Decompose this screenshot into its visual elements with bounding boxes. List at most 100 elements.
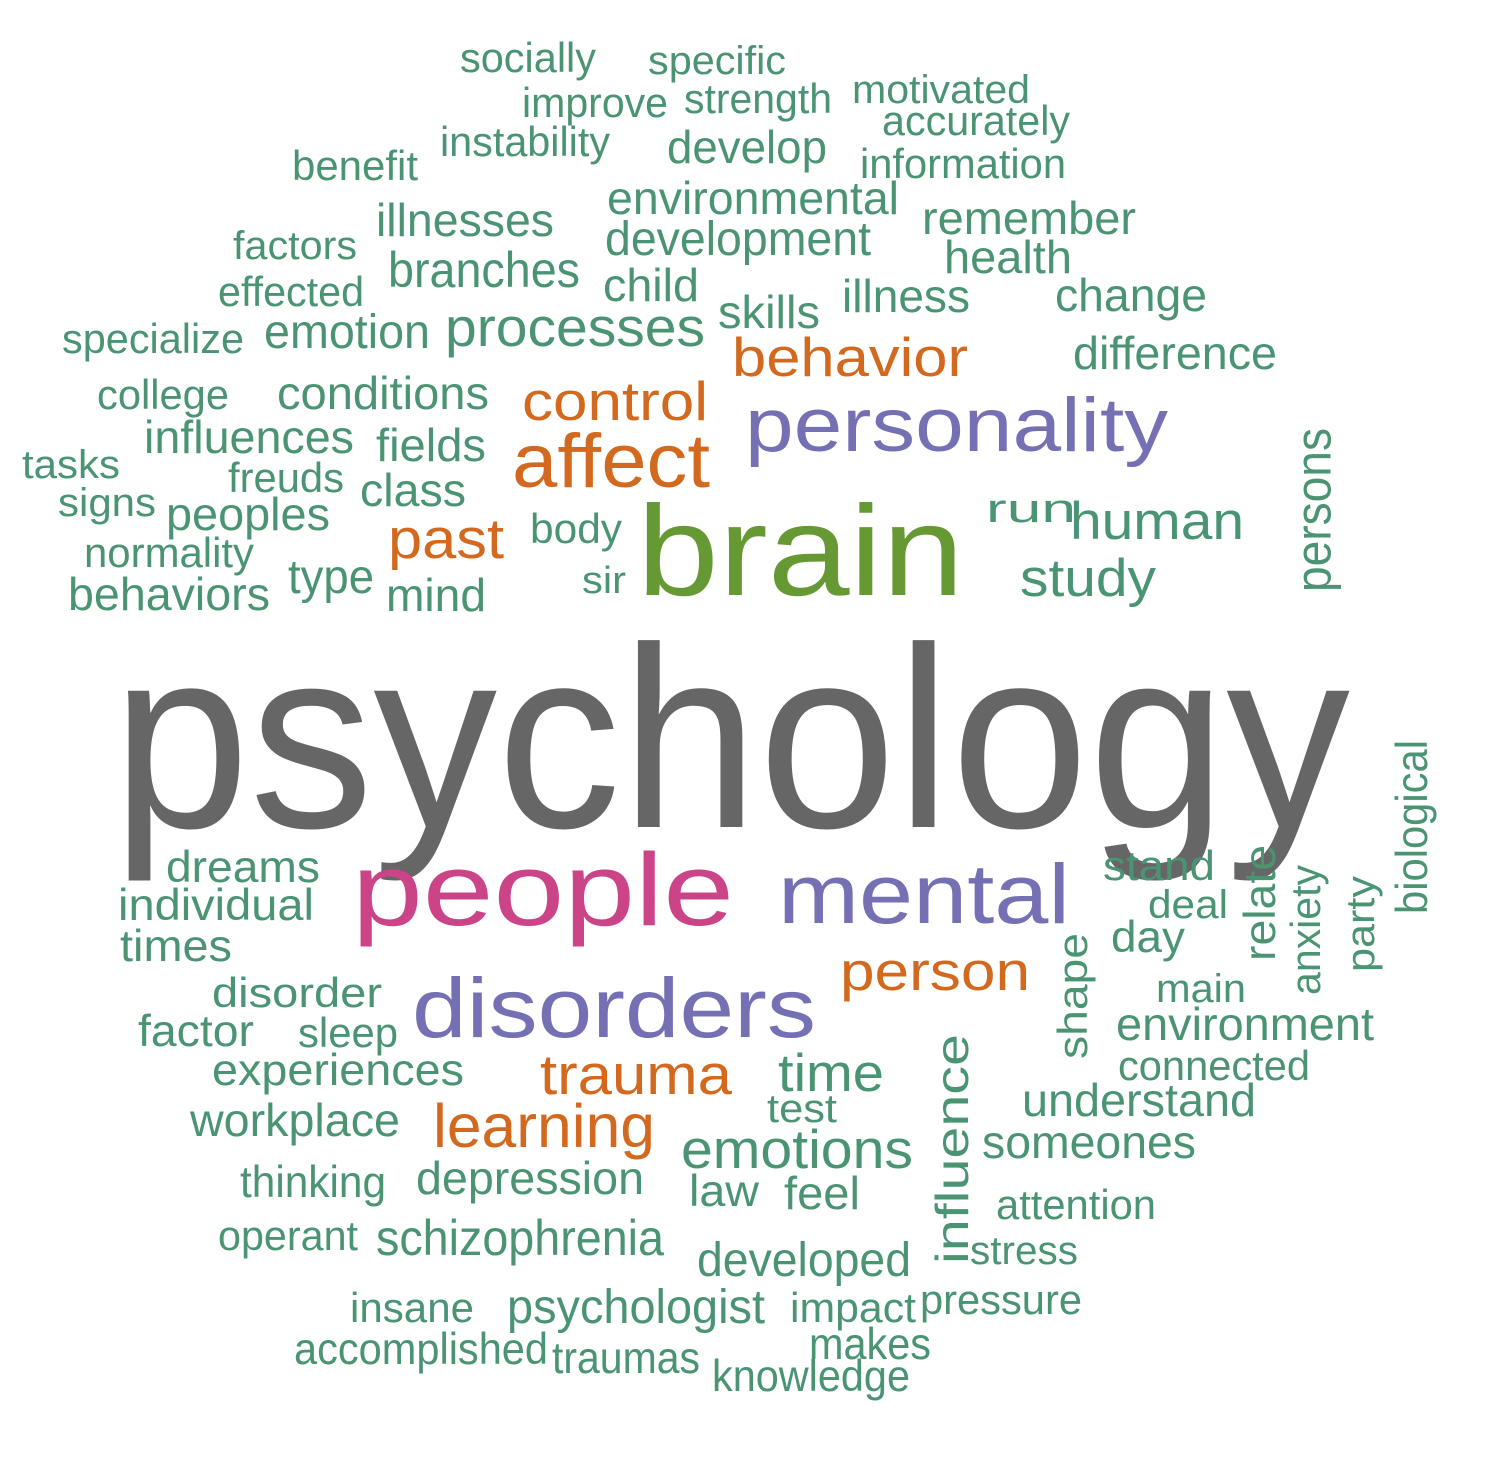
word-signs: signs	[58, 481, 157, 525]
word-environment: environment	[1116, 998, 1374, 1050]
word-information: information	[860, 140, 1067, 187]
word-college: college	[97, 371, 230, 418]
word-development: development	[605, 212, 871, 266]
word-improve: improve	[522, 79, 669, 126]
word-times: times	[120, 922, 232, 971]
word-freuds: freuds	[228, 454, 345, 501]
word-health: health	[944, 231, 1072, 283]
word-law: law	[689, 1167, 760, 1216]
word-change: change	[1055, 269, 1207, 321]
word-specific: specific	[648, 39, 787, 83]
word-sleep: sleep	[298, 1009, 398, 1056]
word-motivated: motivated	[852, 68, 1031, 112]
word-test: test	[767, 1087, 837, 1131]
word-branches: branches	[388, 241, 580, 298]
word-fields: fields	[376, 419, 486, 471]
word-child: child	[603, 259, 699, 311]
word-schizophrenia: schizophrenia	[376, 1209, 665, 1266]
word-conditions: conditions	[277, 367, 490, 419]
word-psychology: psychology	[112, 594, 1350, 882]
word-accurately: accurately	[882, 97, 1071, 144]
word-thinking: thinking	[240, 1158, 387, 1207]
word-affect: affect	[512, 419, 711, 504]
word-someones: someones	[982, 1116, 1196, 1168]
word-relate: relate	[1235, 845, 1285, 961]
word-feel: feel	[784, 1167, 861, 1219]
word-understand: understand	[1022, 1074, 1256, 1126]
word-behaviors: behaviors	[68, 568, 270, 620]
word-specialize: specialize	[62, 315, 244, 362]
word-run: run	[986, 487, 1077, 531]
word-operant: operant	[218, 1212, 358, 1259]
word-stand: stand	[1103, 842, 1215, 889]
word-connected: connected	[1118, 1042, 1310, 1089]
word-individual: individual	[118, 881, 314, 930]
word-study: study	[1020, 549, 1156, 608]
word-human: human	[1070, 492, 1245, 551]
word-time: time	[778, 1044, 885, 1103]
word-tasks: tasks	[22, 443, 120, 487]
word-pressure: pressure	[920, 1276, 1082, 1323]
word-mind: mind	[386, 569, 486, 621]
word-type: type	[288, 550, 375, 604]
word-peoples: peoples	[166, 488, 331, 540]
word-influence: influence	[925, 1034, 978, 1264]
word-remember: remember	[922, 192, 1137, 244]
word-illnesses: illnesses	[376, 194, 555, 246]
word-dreams: dreams	[166, 843, 320, 892]
word-impact: impact	[790, 1284, 917, 1331]
word-people: people	[352, 832, 734, 947]
word-accomplished: accomplished	[294, 1325, 549, 1374]
word-experiences: experiences	[212, 1046, 464, 1095]
word-persons: persons	[1284, 428, 1342, 592]
word-anxiety: anxiety	[1281, 864, 1329, 996]
word-depression: depression	[416, 1152, 644, 1204]
word-benefit: benefit	[292, 142, 418, 189]
word-skills: skills	[718, 286, 820, 338]
word-mental: mental	[778, 847, 1071, 941]
word-factors: factors	[233, 224, 357, 268]
word-normality: normality	[84, 529, 254, 576]
word-disorders: disorders	[412, 961, 817, 1055]
word-deal: deal	[1148, 883, 1229, 927]
word-learning: learning	[433, 1092, 655, 1160]
word-influences: influences	[144, 411, 355, 463]
word-develop: develop	[667, 121, 827, 173]
word-difference: difference	[1073, 327, 1278, 379]
word-stress: stress	[970, 1229, 1078, 1273]
word-biological: biological	[1387, 740, 1437, 914]
word-brain: brain	[637, 480, 964, 623]
word-day: day	[1111, 913, 1185, 962]
word-socially: socially	[460, 34, 597, 81]
word-strength: strength	[684, 75, 833, 122]
word-sir: sir	[582, 560, 627, 602]
word-knowledge: knowledge	[712, 1352, 911, 1401]
word-emotion: emotion	[264, 305, 431, 359]
word-person: person	[840, 940, 1031, 1002]
word-makes: makes	[809, 1320, 932, 1369]
word-illness: illness	[842, 270, 971, 322]
word-disorder: disorder	[212, 969, 382, 1016]
word-emotions: emotions	[681, 1118, 914, 1180]
word-behavior: behavior	[732, 326, 968, 388]
word-insane: insane	[350, 1284, 474, 1331]
word-traumas: traumas	[552, 1334, 700, 1383]
word-party: party	[1339, 876, 1383, 972]
word-trauma: trauma	[540, 1044, 732, 1107]
word-factor: factor	[138, 1007, 255, 1056]
word-developed: developed	[697, 1233, 912, 1287]
word-control: control	[522, 370, 708, 432]
word-processes: processes	[445, 296, 705, 358]
word-effected: effected	[218, 268, 365, 315]
word-shape: shape	[1048, 932, 1096, 1060]
word-instability: instability	[440, 118, 610, 165]
word-psychologist: psychologist	[507, 1280, 765, 1334]
word-body: body	[530, 505, 623, 552]
word-main: main	[1156, 967, 1246, 1011]
word-personality: personality	[745, 383, 1169, 468]
word-attention: attention	[996, 1181, 1156, 1228]
word-environmental: environmental	[607, 172, 900, 224]
word-past: past	[388, 508, 505, 571]
word-class: class	[360, 464, 467, 516]
